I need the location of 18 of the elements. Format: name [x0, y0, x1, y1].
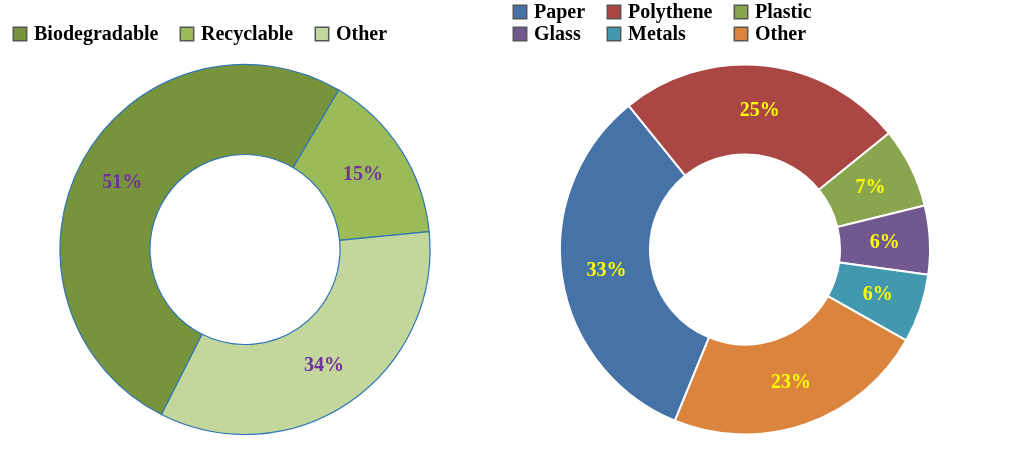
legend-label: Other [755, 22, 807, 44]
legend-label: Paper [534, 0, 586, 23]
data-label: 6% [869, 230, 900, 253]
legend-label: Other [336, 22, 388, 44]
data-label: 7% [855, 175, 886, 198]
data-label: 51% [102, 170, 143, 193]
legend-label: Plastic [755, 0, 812, 22]
legend-label: Glass [534, 22, 581, 44]
legend-label: Biodegradable [34, 22, 159, 45]
data-label: 25% [739, 98, 780, 121]
data-label: 6% [862, 282, 893, 305]
data-label: 34% [304, 353, 345, 376]
data-label: 33% [586, 257, 627, 280]
data-label: 23% [770, 369, 811, 392]
legend-label: Metals [628, 22, 686, 44]
legend-label: Polythene [628, 0, 713, 23]
data-label: 15% [342, 162, 383, 185]
legend-label: Recyclable [201, 22, 294, 45]
